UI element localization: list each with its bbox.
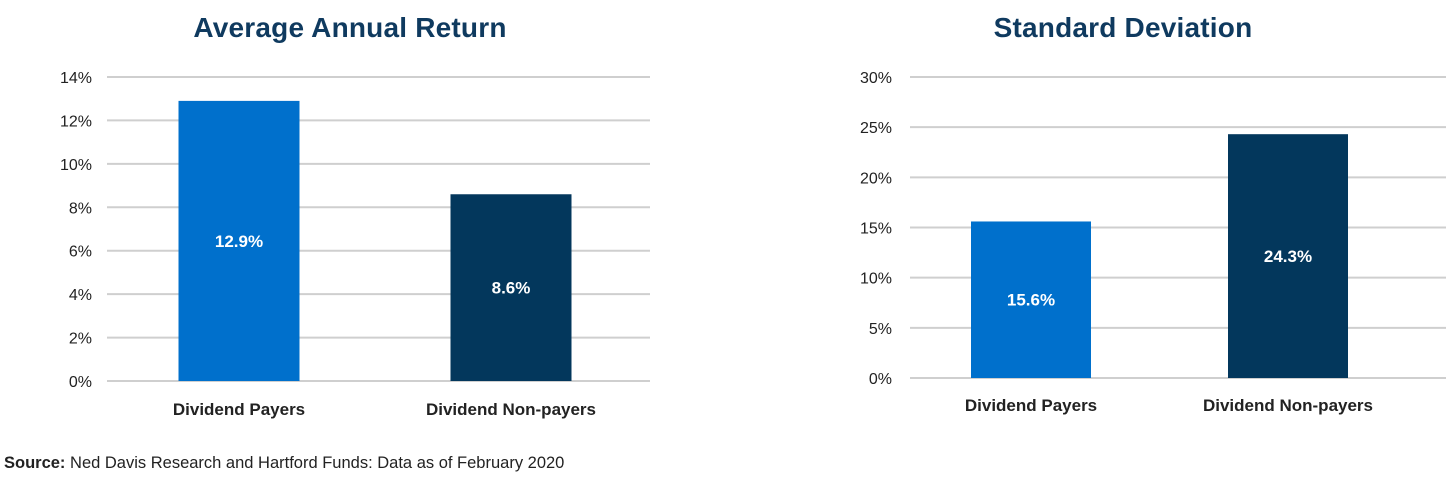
chart-title: Standard Deviation [993, 12, 1253, 43]
y-tick-label: 6% [69, 244, 92, 261]
bar-value-label: 15.6% [1007, 291, 1055, 310]
y-tick-label: 25% [860, 120, 892, 137]
chart-standard-deviation: Standard Deviation 0% 5% 10% 15% 20% 25% 30% 15… [790, 0, 1456, 440]
y-tick-label: 14% [60, 70, 92, 87]
y-tick-label: 10% [860, 271, 892, 288]
y-tick-label: 20% [860, 170, 892, 187]
source-note: Source: Ned Davis Research and Hartford … [4, 454, 564, 473]
source-text: Ned Davis Research and Hartford Funds: D… [70, 454, 565, 472]
chart-plot: 0% 2% 4% 6% 8% 10% 12% 14% 12.9% Dividend Payers 8… [60, 70, 650, 419]
source-label: Source: [4, 454, 66, 472]
bar-value-label: 24.3% [1264, 247, 1312, 266]
y-tick-label: 2% [69, 331, 92, 348]
y-tick-label: 30% [860, 70, 892, 87]
y-tick-label: 8% [69, 200, 92, 217]
bar [450, 194, 572, 381]
category-label: Dividend Payers [965, 396, 1097, 415]
chart-average-annual-return: Average Annual Return 0% 2% 4% 6% 8% 10% 12% 14… [0, 0, 700, 440]
category-label: Dividend Non-payers [426, 400, 596, 419]
y-tick-label: 15% [860, 221, 892, 238]
category-label: Dividend Payers [173, 400, 305, 419]
y-tick-label: 10% [60, 157, 92, 174]
y-tick-label: 0% [869, 371, 892, 388]
y-tick-label: 4% [69, 287, 92, 304]
bar-value-label: 12.9% [215, 232, 263, 251]
chart-plot: 0% 5% 10% 15% 20% 25% 30% 15.6% Dividend Payers 2… [860, 70, 1446, 415]
y-tick-label: 0% [69, 374, 92, 391]
bar [1228, 134, 1348, 378]
y-tick-label: 12% [60, 113, 92, 130]
chart-title: Average Annual Return [193, 12, 507, 43]
bar-value-label: 8.6% [492, 279, 531, 298]
y-tick-label: 5% [869, 321, 892, 338]
bar [971, 221, 1091, 378]
category-label: Dividend Non-payers [1203, 396, 1373, 415]
bar [178, 100, 300, 381]
